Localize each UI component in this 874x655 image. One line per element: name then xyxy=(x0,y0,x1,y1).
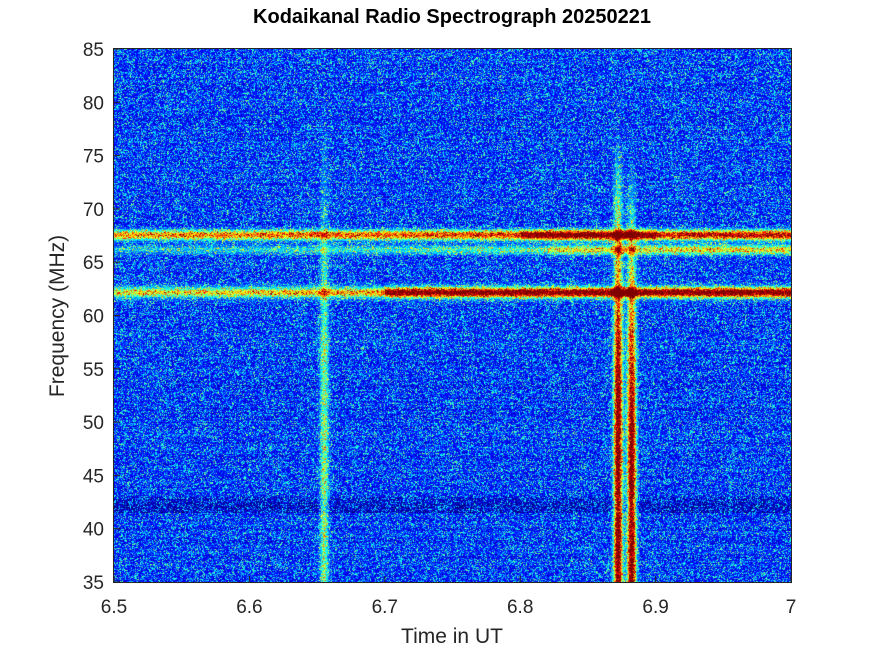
x-axis-label: Time in UT xyxy=(401,625,503,648)
y-tick-label: 70 xyxy=(83,200,104,221)
chart-title: Kodaikanal Radio Spectrograph 20250221 xyxy=(253,6,651,28)
x-axis: 6.5 6.6 6.7 6.8 6.9 7 xyxy=(101,576,797,618)
y-tick-label: 65 xyxy=(83,253,104,274)
x-tick-label: 7 xyxy=(786,597,797,618)
x-tick-label: 6.7 xyxy=(372,597,398,618)
y-tick-label: 75 xyxy=(83,147,104,168)
x-tick-label: 6.8 xyxy=(507,597,533,618)
y-tick-label: 35 xyxy=(83,573,104,594)
y-tick-label: 50 xyxy=(83,413,104,434)
x-tick-label: 6.9 xyxy=(642,597,668,618)
spectrogram-heatmap xyxy=(114,49,791,582)
plot-frame xyxy=(113,48,792,583)
y-tick-label: 60 xyxy=(83,307,104,328)
y-tick-label: 85 xyxy=(83,40,104,61)
y-tick-label: 80 xyxy=(83,93,104,114)
x-tick-label: 6.6 xyxy=(236,597,262,618)
y-axis-label: Frequency (MHz) xyxy=(46,235,69,397)
x-tick-label: 6.5 xyxy=(101,597,127,618)
spectrogram-plot-area xyxy=(114,49,791,582)
y-axis: 35 40 45 50 55 60 65 70 75 80 85 xyxy=(83,40,120,594)
y-tick-label: 55 xyxy=(83,360,104,381)
y-tick-label: 45 xyxy=(83,466,104,487)
y-tick-label: 40 xyxy=(83,520,104,541)
